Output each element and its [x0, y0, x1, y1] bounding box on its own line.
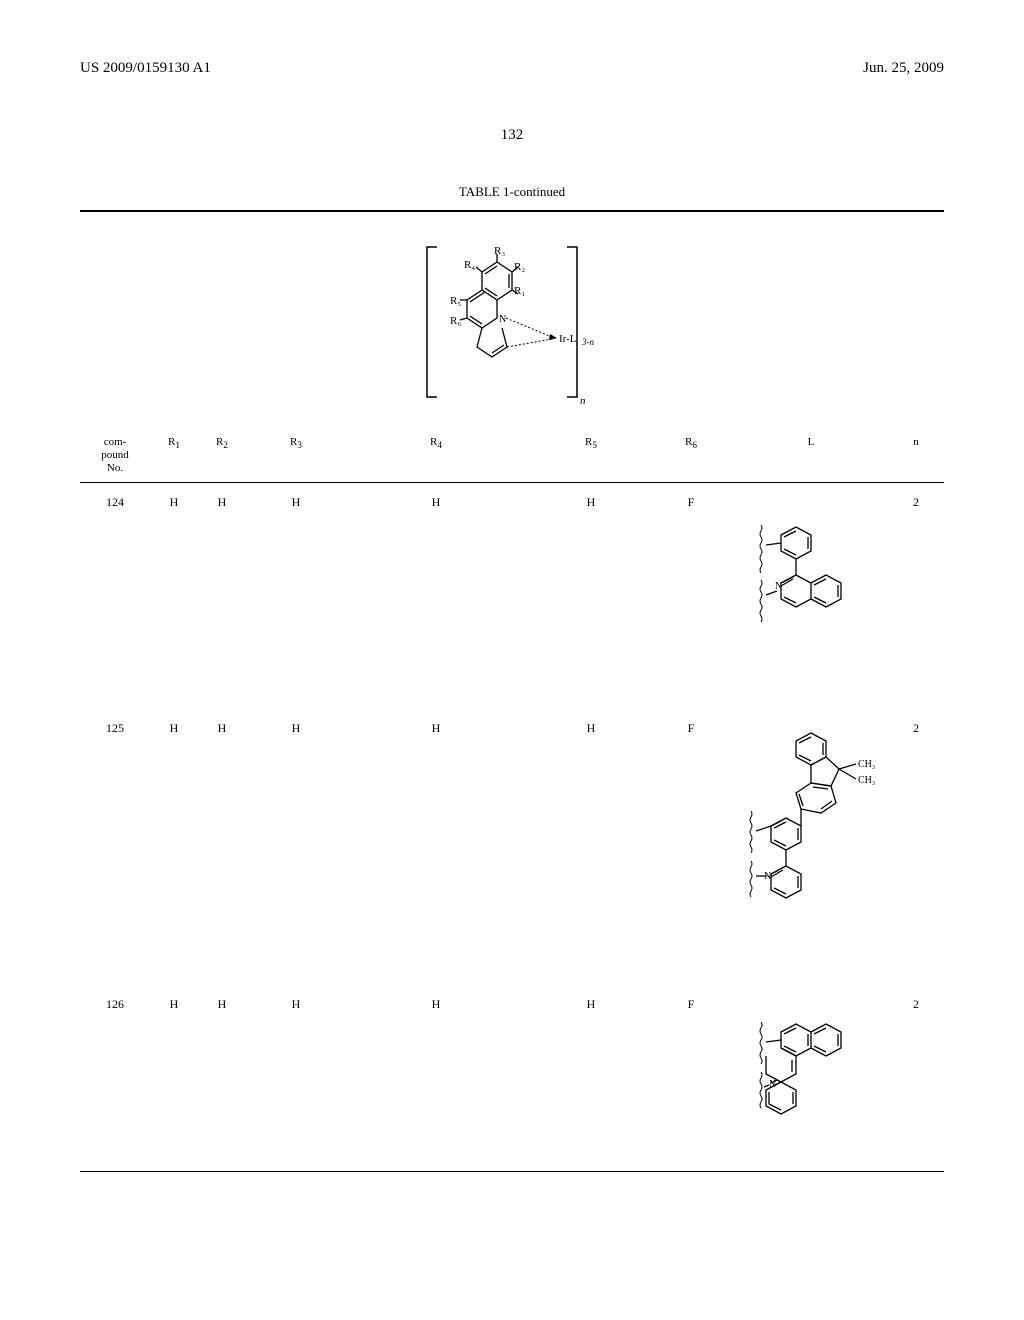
compound-no: 125: [80, 721, 150, 735]
r5-value: H: [526, 997, 656, 1012]
r2-value: H: [198, 997, 246, 1012]
col-n-header: n: [896, 436, 936, 476]
r4-value: H: [346, 997, 526, 1012]
svg-text:R₁: R₁: [514, 285, 525, 297]
ligand-126-svg: N: [741, 997, 881, 1137]
col-r3-header: R3: [246, 436, 346, 476]
svg-text:CH₃: CH₃: [858, 759, 875, 770]
r2-value: H: [198, 495, 246, 510]
n-value: 2: [896, 495, 936, 510]
r4-value: H: [346, 495, 526, 510]
r6-value: F: [656, 495, 726, 510]
table-row: 124 H H H H H F: [80, 483, 944, 649]
r5-value: H: [526, 721, 656, 736]
table-row: 125 H H H H H F: [80, 709, 944, 925]
col-r4-header: R4: [346, 436, 526, 476]
svg-text:CH₃: CH₃: [858, 775, 875, 786]
col-r2-header: R2: [198, 436, 246, 476]
n-value: 2: [896, 997, 936, 1012]
table-row: 126 H H H H H F: [80, 985, 944, 1171]
r3-value: H: [246, 721, 346, 736]
table-header-section: n N: [80, 212, 944, 483]
core-structure-diagram: n N: [80, 212, 944, 432]
col-r6-header: R6: [656, 436, 726, 476]
r3-value: H: [246, 997, 346, 1012]
page-header: US 2009/0159130 A1 Jun. 25, 2009: [80, 60, 944, 77]
svg-text:R₃: R₃: [494, 245, 505, 257]
compound-no: 126: [80, 997, 150, 1011]
r1-value: H: [150, 495, 198, 510]
ligand-125-svg: CH₃ CH₃: [731, 721, 891, 921]
svg-text:R₂: R₂: [514, 261, 525, 273]
r5-value: H: [526, 495, 656, 510]
table-title: TABLE 1-continued: [80, 184, 944, 200]
core-structure-svg: n N: [382, 232, 642, 412]
r6-value: F: [656, 997, 726, 1012]
r4-value: H: [346, 721, 526, 736]
patent-number: US 2009/0159130 A1: [80, 60, 211, 77]
column-headers: com-poundNo. R1 R2 R3 R4 R5 R6 L n: [80, 432, 944, 482]
col-r5-header: R5: [526, 436, 656, 476]
col-L-header: L: [726, 436, 896, 476]
col-compound-header: com-poundNo.: [80, 436, 150, 476]
r1-value: H: [150, 721, 198, 736]
svg-text:n: n: [580, 395, 586, 407]
chemical-table: n N: [80, 210, 944, 1172]
n-value: 2: [896, 721, 936, 736]
svg-text:3-n: 3-n: [581, 337, 594, 347]
r3-value: H: [246, 495, 346, 510]
col-r1-header: R1: [150, 436, 198, 476]
ligand-structure: CH₃ CH₃: [726, 721, 896, 925]
ligand-structure: N: [726, 997, 896, 1141]
svg-text:R₅: R₅: [450, 295, 461, 307]
svg-text:R₆: R₆: [450, 315, 461, 327]
svg-text:R₄: R₄: [464, 259, 475, 271]
svg-text:N: N: [499, 314, 506, 325]
svg-text:N: N: [775, 581, 782, 592]
r1-value: H: [150, 997, 198, 1012]
svg-text:Ir-L: Ir-L: [559, 333, 577, 345]
ligand-structure: N: [726, 495, 896, 649]
page-number: 132: [80, 127, 944, 144]
r6-value: F: [656, 721, 726, 736]
r2-value: H: [198, 721, 246, 736]
publication-date: Jun. 25, 2009: [863, 60, 944, 77]
compound-no: 124: [80, 495, 150, 509]
ligand-124-svg: N: [741, 495, 881, 645]
